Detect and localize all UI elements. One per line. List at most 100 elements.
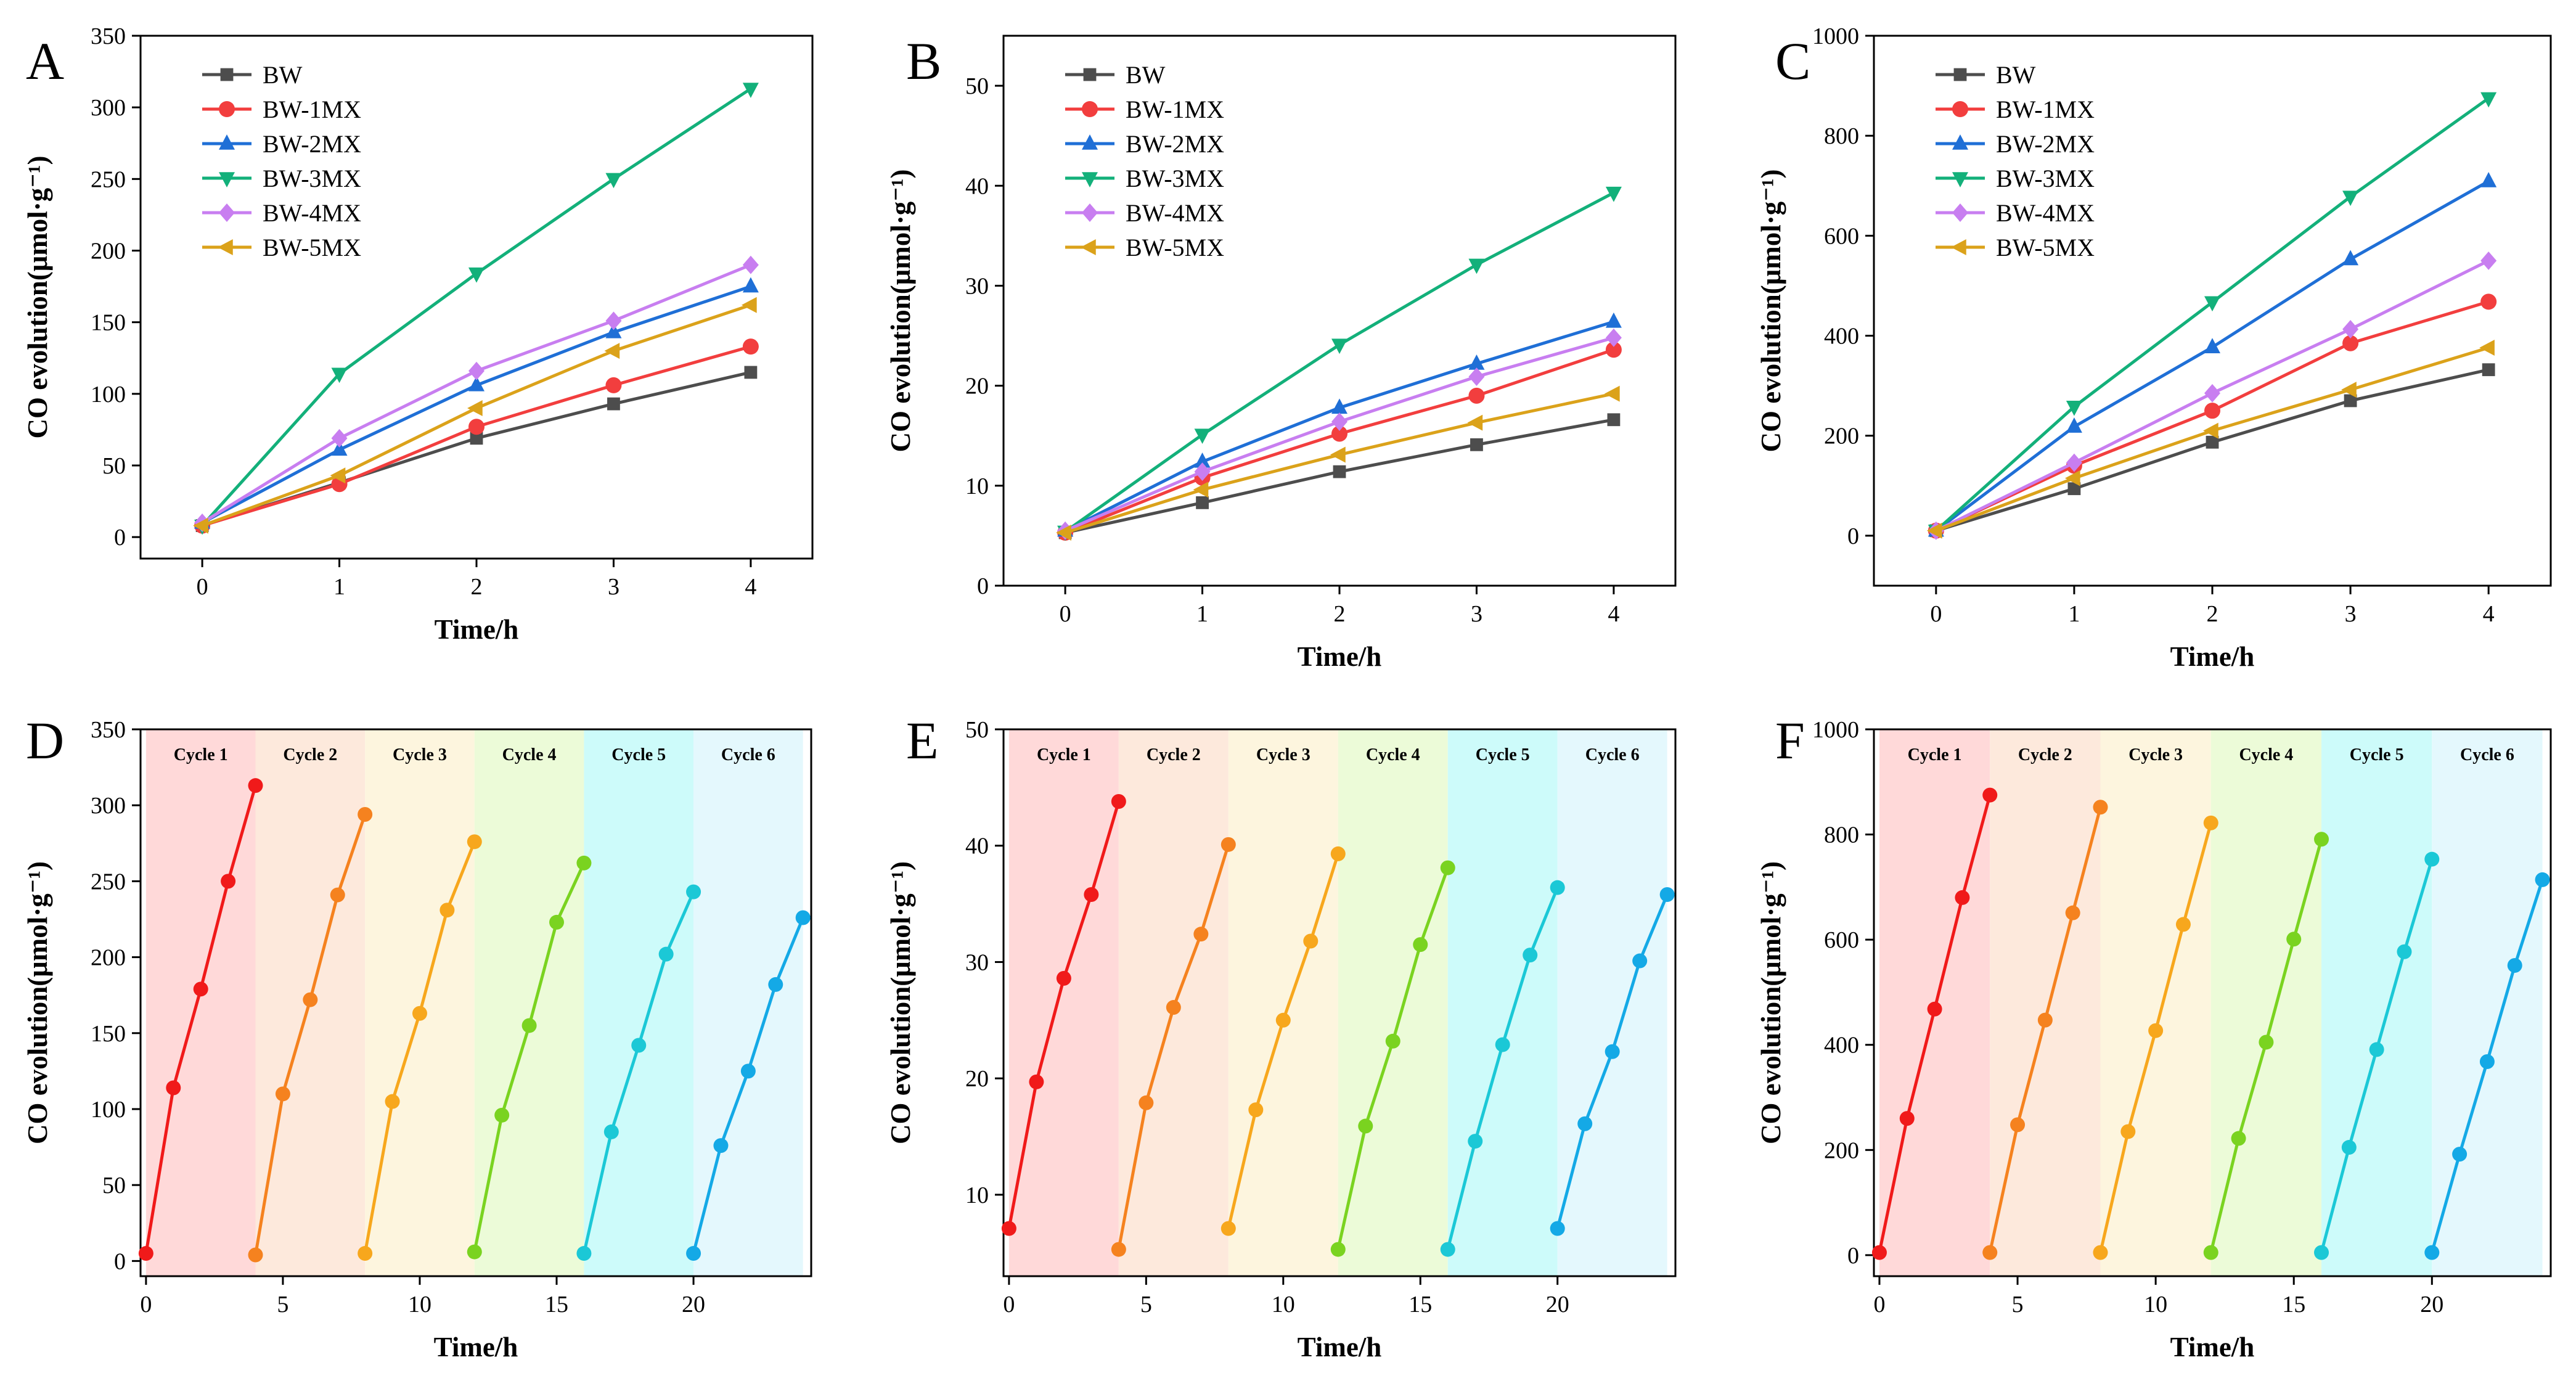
data-point <box>1221 837 1236 852</box>
data-point <box>742 83 759 98</box>
data-point <box>1385 1033 1400 1049</box>
y-tick-label: 0 <box>977 573 989 599</box>
data-point <box>1577 1116 1593 1131</box>
data-point <box>1605 342 1622 358</box>
legend-marker <box>1953 68 1967 81</box>
legend-marker <box>1951 239 1966 255</box>
data-point <box>2203 1245 2218 1260</box>
y-tick-label: 800 <box>1824 123 1859 149</box>
data-point <box>686 1246 701 1261</box>
y-axis-title: CO evolution(μmol·g⁻¹) <box>22 156 53 439</box>
data-point <box>2067 482 2081 496</box>
series-cycle-6 <box>2424 872 2550 1260</box>
data-point <box>2231 1131 2246 1146</box>
series-cycle-6 <box>686 910 811 1261</box>
data-point <box>2314 832 2329 847</box>
legend-label: BW-3MX <box>1996 165 2095 192</box>
data-point <box>1194 462 1211 481</box>
y-tick-label: 200 <box>1824 424 1859 449</box>
data-point <box>2482 363 2495 377</box>
data-point <box>1550 880 1565 895</box>
data-point <box>166 1080 181 1096</box>
data-point <box>742 255 759 274</box>
data-point <box>2480 92 2497 108</box>
series-cycle-3 <box>1221 846 1346 1236</box>
series-cycle-6 <box>1550 887 1675 1236</box>
data-point <box>576 1246 592 1261</box>
data-point <box>440 903 455 918</box>
cycle-label: Cycle 3 <box>393 745 447 764</box>
data-point <box>2175 917 2191 932</box>
legend-label: BW-3MX <box>1126 165 1224 192</box>
data-point <box>2066 417 2082 433</box>
data-point <box>1358 1118 1373 1134</box>
data-point <box>1495 1037 1510 1052</box>
data-point <box>576 855 592 871</box>
data-point <box>686 884 701 899</box>
panel-f: F Cycle 1 Cycle 2 Cycle 3 Cycle 4 Cycle 5 Cycl… <box>1756 711 2552 1362</box>
legend-label: BW-5MX <box>1996 234 2095 261</box>
panel-letter: A <box>26 31 64 91</box>
x-tick-label: 2 <box>471 574 483 600</box>
data-point <box>1331 425 1347 442</box>
legend-marker <box>1082 101 1098 117</box>
y-tick-label: 300 <box>91 95 126 121</box>
y-tick-label: 300 <box>91 793 126 819</box>
legend-label: BW-2MX <box>1996 130 2095 158</box>
panel-a: A 0 1 2 3 4 0 50 100 150 200 250 300 350 Time/h CO evol… <box>22 23 814 645</box>
data-point <box>1982 787 1998 803</box>
cycle-band <box>145 729 256 1276</box>
x-axis-title: Time/h <box>1298 1332 1382 1362</box>
x-tick-label: 4 <box>2483 601 2495 627</box>
panel-e: E Cycle 1 Cycle 2 Cycle 3 Cycle 4 Cycle 5 Cycl… <box>885 711 1677 1362</box>
data-point <box>605 322 622 338</box>
series-cycle-3 <box>2093 815 2218 1260</box>
data-point <box>1331 412 1347 431</box>
data-point <box>742 277 759 293</box>
legend-label: BW-1MX <box>263 96 361 123</box>
y-tick-label: 40 <box>965 173 989 199</box>
data-point <box>2203 815 2218 830</box>
data-point <box>2342 250 2359 266</box>
x-tick-label: 0 <box>1060 601 1071 627</box>
data-point <box>1166 1000 1181 1015</box>
series-cycle-1 <box>138 778 263 1261</box>
x-tick-label: 5 <box>2012 1292 2024 1317</box>
series-cycle-2 <box>248 806 373 1263</box>
data-point <box>2507 957 2522 973</box>
y-axis-title: CO evolution(μmol·g⁻¹) <box>1756 170 1786 453</box>
data-point <box>631 1038 647 1053</box>
data-point <box>1330 446 1346 463</box>
cycle-band <box>365 729 475 1276</box>
data-point <box>2342 191 2359 207</box>
data-point <box>658 946 674 962</box>
y-tick-label: 10 <box>965 1182 989 1208</box>
data-point <box>2010 1117 2026 1133</box>
x-tick-label: 1 <box>1196 601 1208 627</box>
y-tick-label: 20 <box>965 1066 989 1092</box>
x-tick-label: 5 <box>1140 1292 1152 1317</box>
data-point <box>768 977 783 992</box>
data-point <box>1605 312 1622 328</box>
x-tick-label: 0 <box>1873 1292 1885 1317</box>
data-point <box>303 992 318 1007</box>
data-point <box>1605 328 1622 347</box>
legend-label: BW <box>263 61 303 89</box>
legend-label: BW-1MX <box>1996 96 2095 123</box>
data-point <box>2204 296 2220 312</box>
legend-marker <box>1082 134 1098 150</box>
x-tick-label: 20 <box>2420 1292 2443 1317</box>
data-point <box>2480 293 2497 310</box>
data-point <box>2204 338 2220 353</box>
x-axis-title: Time/h <box>434 1332 518 1362</box>
y-tick-label: 100 <box>91 382 126 408</box>
series-cycle-5 <box>2314 851 2440 1260</box>
series-bw-5mx <box>1926 340 2495 539</box>
y-tick-label: 250 <box>91 869 126 895</box>
cycle-label: Cycle 2 <box>283 745 337 764</box>
data-point <box>2344 394 2357 408</box>
y-tick-label: 350 <box>91 717 126 743</box>
data-point <box>1468 387 1485 404</box>
data-point <box>2479 1054 2495 1070</box>
